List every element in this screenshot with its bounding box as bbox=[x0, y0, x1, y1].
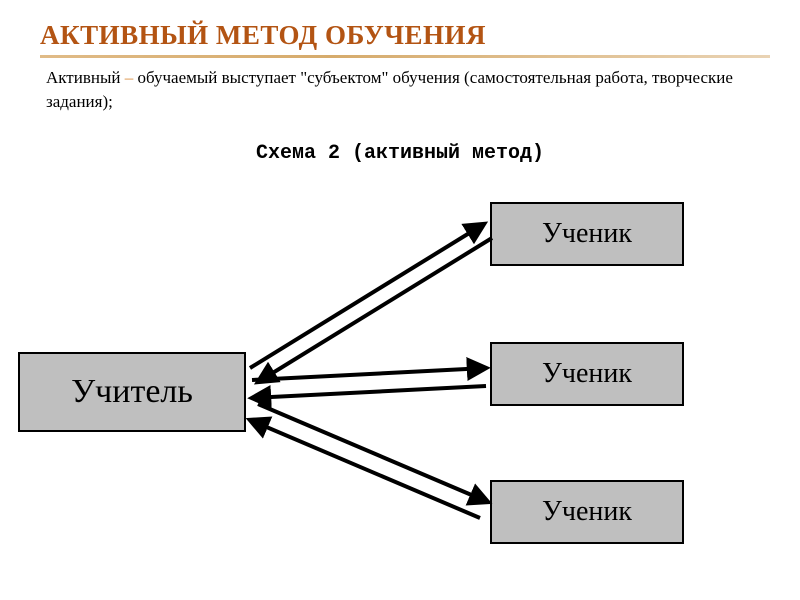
node-student-2-label: Ученик bbox=[542, 358, 632, 390]
page-title: АКТИВНЫЙ МЕТОД ОБУЧЕНИЯ bbox=[40, 20, 770, 51]
arrow-teacher-to-student1 bbox=[250, 224, 484, 368]
arrow-teacher-to-student3 bbox=[258, 404, 488, 502]
node-student-2: Ученик bbox=[490, 342, 684, 406]
slide-header: АКТИВНЫЙ МЕТОД ОБУЧЕНИЯ Активный – обуча… bbox=[0, 0, 800, 122]
node-teacher-label: Учитель bbox=[71, 373, 193, 411]
node-teacher: Учитель bbox=[18, 352, 246, 432]
arrow-teacher-to-student2 bbox=[252, 368, 486, 380]
node-student-1-label: Ученик bbox=[542, 218, 632, 250]
subtitle-rest: обучаемый выступает "субъектом" обучения… bbox=[46, 68, 733, 111]
arrow-student1-to-teacher bbox=[258, 238, 492, 382]
diagram-caption: Схема 2 (активный метод) bbox=[0, 142, 800, 165]
node-student-3: Ученик bbox=[490, 480, 684, 544]
subtitle: Активный – обучаемый выступает "субъекто… bbox=[40, 66, 770, 114]
arrow-student2-to-teacher bbox=[252, 386, 486, 398]
title-rule bbox=[40, 55, 770, 58]
subtitle-dash: – bbox=[125, 68, 134, 87]
arrow-student3-to-teacher bbox=[250, 420, 480, 518]
subtitle-prefix: Активный bbox=[46, 68, 125, 87]
node-student-3-label: Ученик bbox=[542, 496, 632, 528]
diagram-area: Схема 2 (активный метод) Учитель Ученик … bbox=[0, 122, 800, 592]
node-student-1: Ученик bbox=[490, 202, 684, 266]
